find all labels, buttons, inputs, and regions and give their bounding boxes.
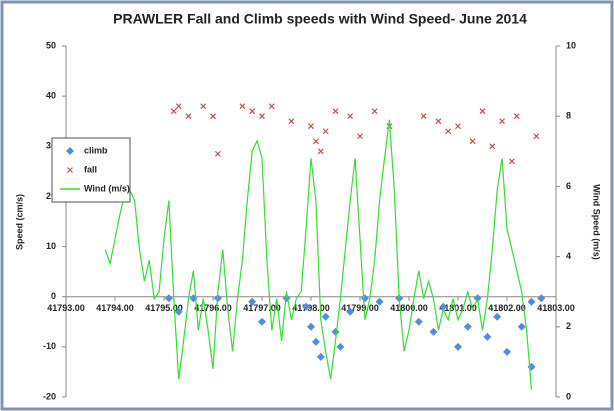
fall-point [513, 113, 520, 120]
climb-point [248, 297, 257, 306]
x-tick-label: 41795.00 [145, 303, 183, 313]
fall-point [185, 113, 192, 120]
climb-point [302, 302, 311, 311]
y-axis-label: Speed (cm/s) [14, 194, 24, 250]
x-tick-label: 41794.00 [96, 303, 134, 313]
fall-point [175, 103, 182, 110]
fall-point [371, 108, 378, 115]
y2-axis-label: Wind Speed (m/s) [592, 184, 602, 259]
y-tick-label: 10 [46, 241, 56, 251]
climb-point [493, 312, 502, 321]
climb-point [503, 347, 511, 356]
x-tick-label: 41799.00 [341, 303, 379, 313]
y2-tick-label: 2 [566, 321, 571, 331]
fall-point [445, 128, 452, 135]
x-tick-label: 41798.00 [292, 303, 330, 313]
y2-tick-label: 6 [566, 181, 571, 191]
fall-point [170, 108, 177, 115]
fall-point [332, 108, 339, 115]
climb-point [346, 307, 355, 316]
climb-point [66, 147, 74, 155]
climb-point [517, 322, 526, 331]
y-tick-label: 30 [46, 141, 56, 151]
fall-point [357, 133, 363, 140]
legend-label: fall [84, 164, 97, 174]
fall-point [210, 113, 216, 120]
legend: climb fall Wind (m/s) [51, 137, 131, 203]
climb-point [375, 297, 384, 306]
climb-point [336, 342, 345, 351]
y2-tick-label: 10 [566, 40, 576, 50]
fall-point [347, 113, 354, 120]
fall-point [533, 133, 540, 140]
x-tick-label: 41793.00 [47, 303, 85, 313]
y2-tick-label: 8 [566, 111, 571, 121]
legend-box [51, 137, 131, 203]
climb-point [483, 332, 492, 341]
climb-point [174, 307, 183, 316]
fall-point [420, 113, 427, 120]
chart-title: PRAWLER Fall and Climb speeds with Wind … [113, 11, 527, 27]
fall-point [322, 128, 329, 135]
fall-point [499, 118, 506, 125]
y-tick-label: 0 [51, 291, 56, 301]
fall-point [317, 148, 324, 155]
climb-point [321, 312, 330, 321]
climb-point [258, 317, 266, 326]
fall-point [435, 118, 442, 125]
climb-point [454, 342, 462, 351]
fall-point [249, 108, 256, 115]
y-tick-label: -10 [43, 341, 56, 351]
climb-point [537, 294, 546, 303]
fall-point [479, 108, 486, 115]
x-tick-label: 41803.00 [537, 303, 575, 313]
fall-point [308, 123, 314, 130]
fall-point [268, 103, 275, 110]
y-tick-label: 20 [46, 191, 56, 201]
legend-label: climb [84, 145, 108, 155]
y2-tick-label: 0 [566, 391, 571, 401]
y-tick-label: 50 [46, 40, 56, 50]
climb-point [311, 337, 320, 346]
fall-point [200, 103, 207, 110]
climb-point [463, 322, 472, 331]
fall-point [312, 138, 319, 145]
fall-point [469, 138, 476, 145]
fall-point [239, 103, 246, 110]
climb-point [439, 302, 448, 311]
climb-point [164, 294, 173, 303]
wind-line [104, 119, 533, 391]
x-tick-label: 41800.00 [390, 303, 428, 313]
x-tick-label: 41796.00 [194, 303, 232, 313]
fall-point [508, 158, 515, 165]
legend-label: Wind (m/s) [84, 183, 130, 193]
y2-tick-label: 4 [566, 251, 571, 261]
fall-point [455, 123, 461, 130]
climb-point [307, 322, 315, 331]
y-tick-label: -20 [43, 391, 56, 401]
fall-point [288, 118, 295, 125]
climb-point [316, 352, 325, 361]
fall-point [259, 113, 265, 120]
x-tick-label: 41797.00 [243, 303, 281, 313]
climb-point [414, 317, 423, 326]
fall-point [67, 167, 73, 173]
x-tick-label: 41801.00 [439, 303, 477, 313]
fall-point [489, 143, 496, 150]
fall-point [214, 150, 221, 157]
y-tick-label: 40 [46, 91, 56, 101]
x-tick-label: 41802.00 [488, 303, 526, 313]
climb-point [527, 297, 536, 306]
climb-point [429, 327, 438, 336]
climb-point [331, 327, 340, 336]
